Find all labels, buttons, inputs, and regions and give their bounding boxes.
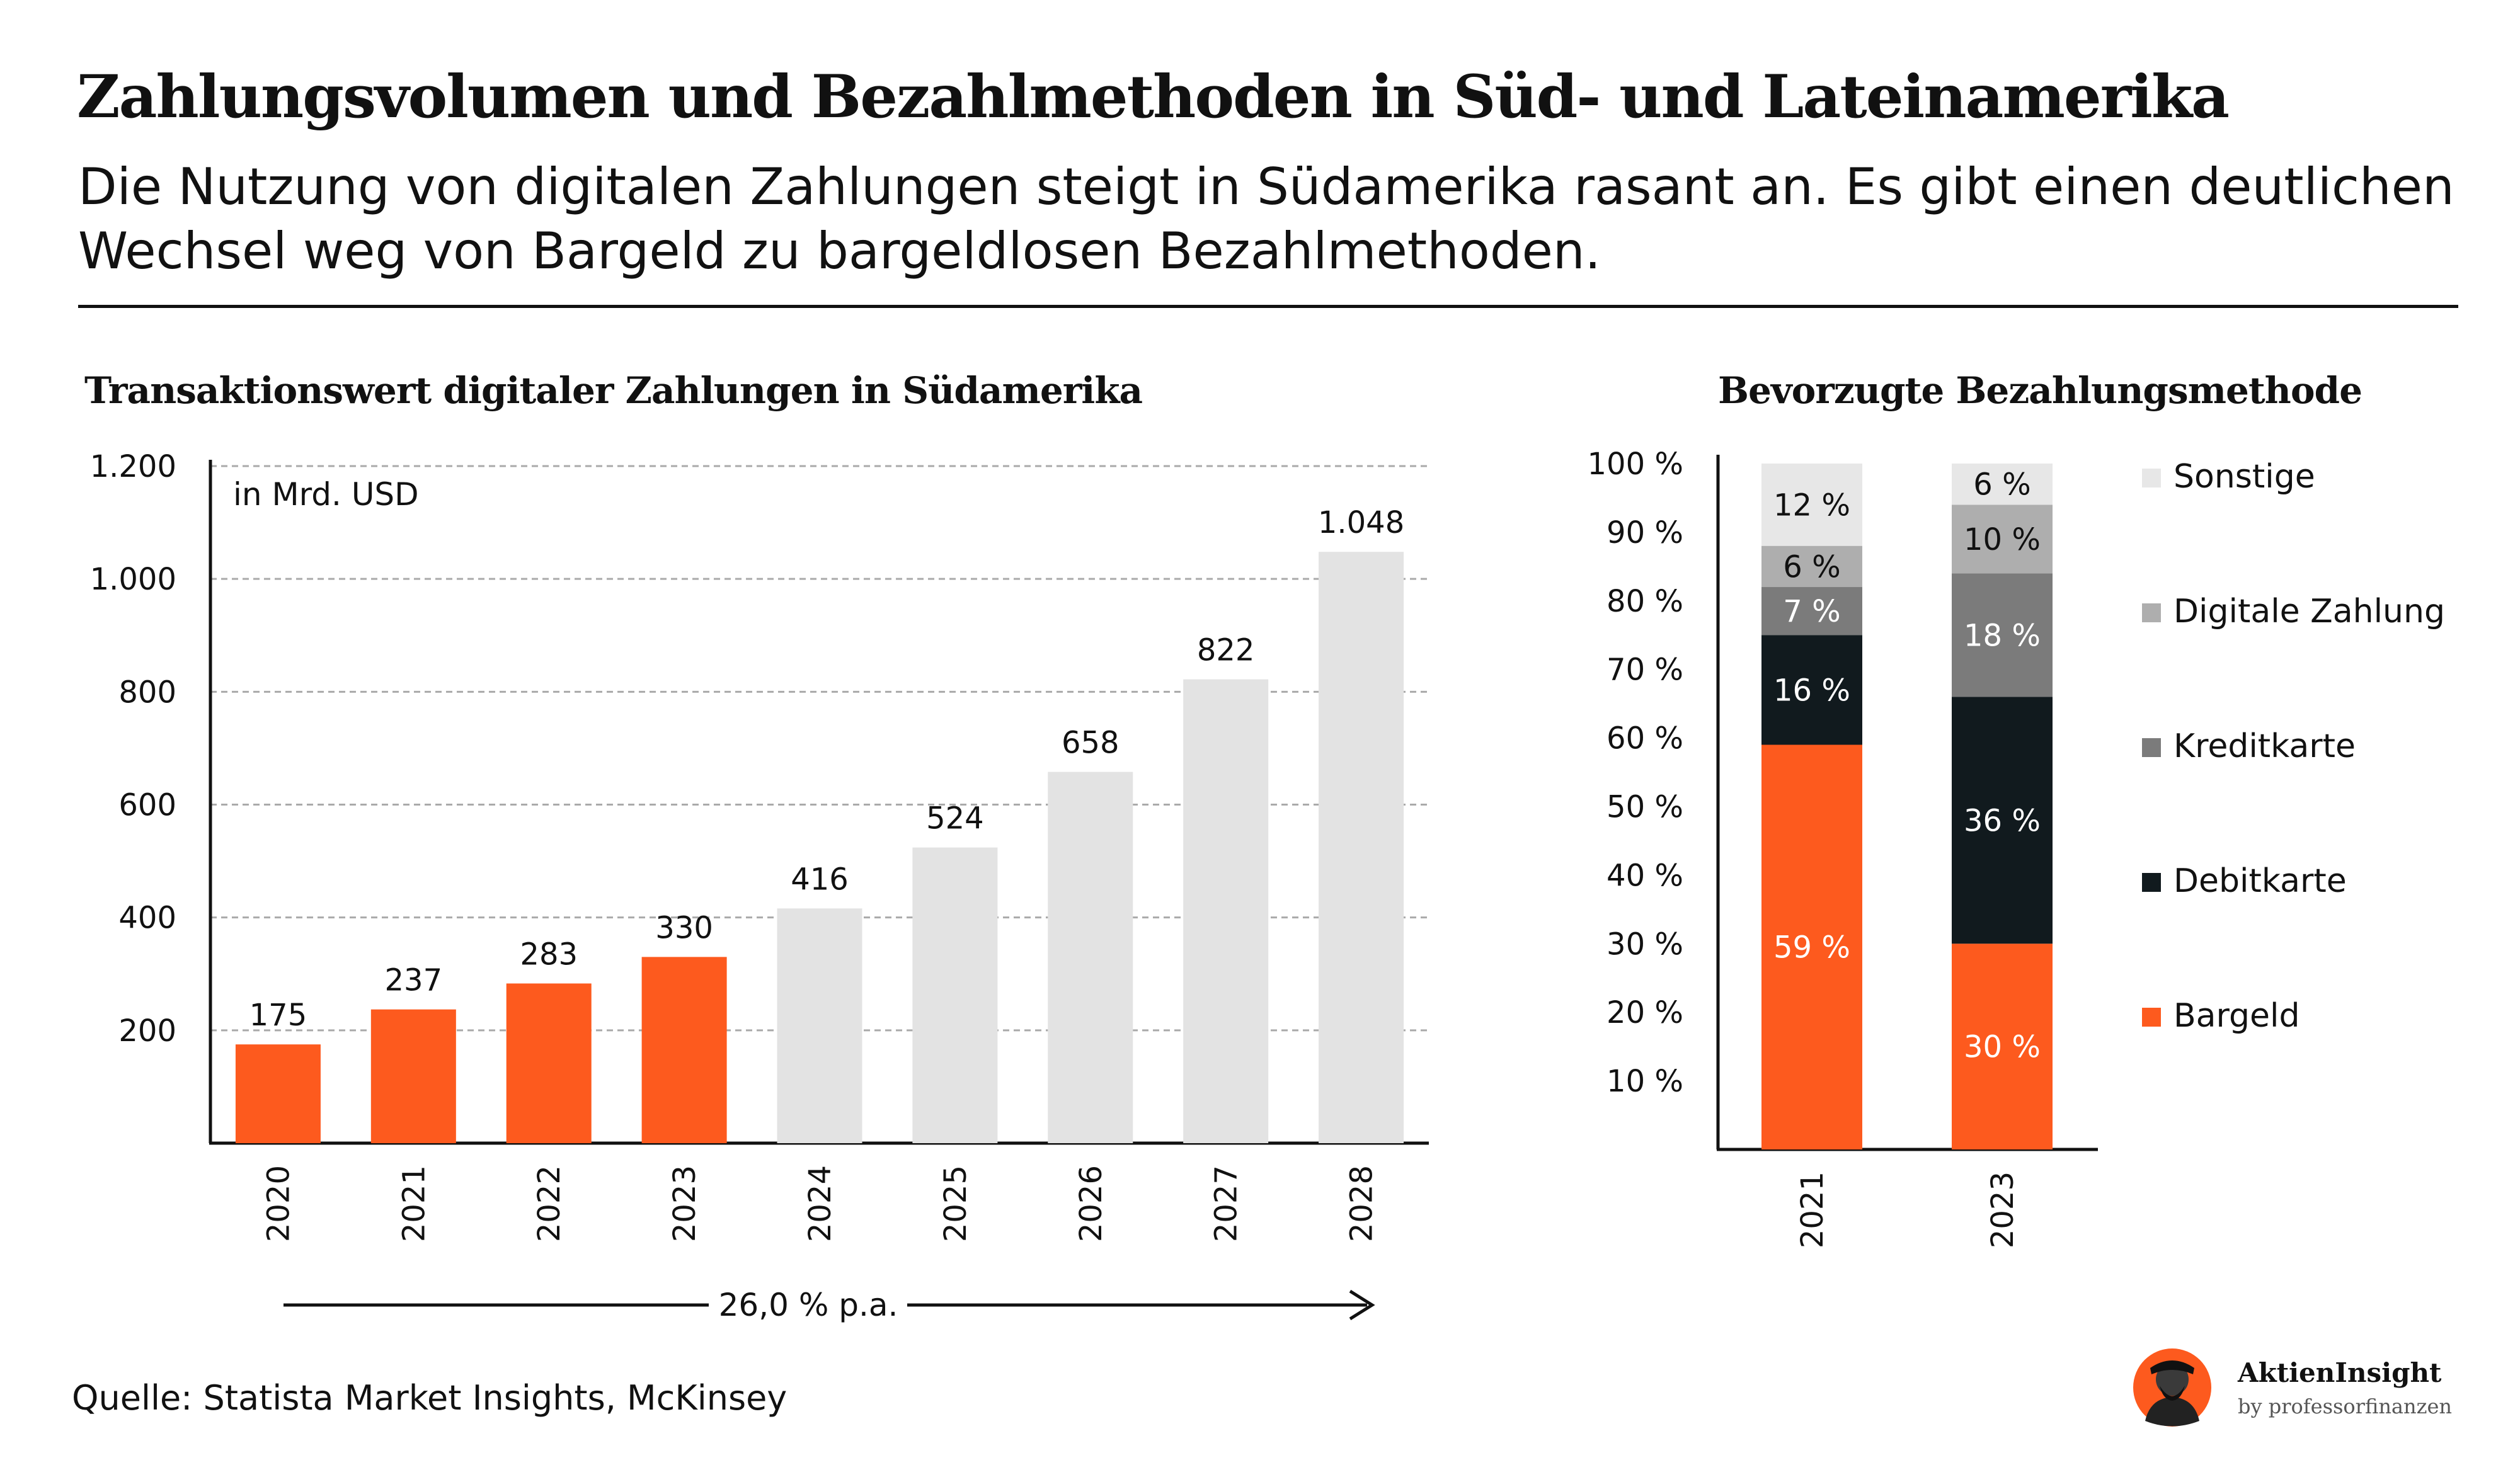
segment-digitale-zahlung-2021 — [1761, 545, 1862, 588]
x-tick-label: 2027 — [1209, 1165, 1244, 1242]
x-tick-label: 2024 — [803, 1165, 838, 1242]
segment-debitkarte-2023 — [1952, 697, 2053, 944]
unit-label: in Mrd. USD — [233, 476, 419, 513]
segment-bargeld-2021 — [1761, 744, 1862, 1149]
y-tick-label: 80 % — [1606, 584, 1683, 619]
y-tick-label: 400 — [118, 901, 176, 936]
segment-kreditkarte-2023 — [1952, 573, 2053, 697]
x-tick-label: 2023 — [667, 1165, 702, 1242]
y-tick-label: 50 % — [1606, 790, 1683, 825]
legend-swatch — [2142, 738, 2161, 757]
page-subtitle: Die Nutzung von digitalen Zahlungen stei… — [78, 157, 2454, 280]
bar-value-label: 658 — [1062, 726, 1120, 761]
segment-value-label: 18 % — [1964, 618, 2041, 653]
arrow-head-icon — [1349, 1289, 1375, 1321]
segment-value-label: 59 % — [1773, 930, 1850, 966]
bar-value-label: 283 — [520, 937, 578, 972]
x-tick-label: 2021 — [396, 1165, 432, 1242]
bar-value-label: 330 — [655, 910, 713, 945]
bar-2021 — [370, 1009, 456, 1143]
y-tick-label: 1.000 — [90, 562, 176, 597]
bar-value-label: 175 — [249, 998, 307, 1033]
x-tick-label: 2021 — [1795, 1171, 1830, 1248]
y-tick-label: 10 % — [1606, 1064, 1683, 1099]
bar-2028 — [1319, 552, 1404, 1143]
legend-swatch — [2142, 603, 2161, 622]
brand-subtitle: by professorfinanzen — [2238, 1394, 2453, 1418]
x-tick-label: 2020 — [261, 1165, 296, 1242]
segment-sonstige-2021 — [1761, 464, 1862, 546]
bar-2027 — [1183, 679, 1269, 1143]
segment-value-label: 16 % — [1773, 673, 1850, 708]
segment-debitkarte-2021 — [1761, 635, 1862, 745]
bar-value-label: 822 — [1197, 633, 1255, 668]
bar-2022 — [506, 983, 592, 1143]
segment-value-label: 6 % — [1783, 549, 1840, 584]
legend-swatch — [2142, 873, 2161, 892]
y-tick-label: 70 % — [1606, 653, 1683, 688]
y-tick-label: 600 — [118, 788, 176, 823]
segment-sonstige-2023 — [1952, 464, 2053, 505]
x-tick-label: 2023 — [1985, 1171, 2020, 1248]
bar-value-label: 1.048 — [1318, 505, 1404, 540]
segment-bargeld-2023 — [1952, 943, 2053, 1149]
segment-value-label: 7 % — [1783, 594, 1840, 629]
source-note: Quelle: Statista Market Insights, McKins… — [72, 1378, 788, 1418]
brand-avatar-icon — [2133, 1348, 2211, 1427]
segment-value-label: 6 % — [1973, 467, 2030, 503]
segment-value-label: 36 % — [1964, 803, 2041, 838]
bar-value-label: 416 — [791, 862, 849, 897]
bar-2023 — [641, 957, 727, 1143]
segment-value-label: 12 % — [1773, 487, 1850, 523]
legend-label: Kreditkarte — [2174, 727, 2356, 765]
bar-2020 — [235, 1044, 321, 1143]
legend-label: Bargeld — [2174, 997, 2300, 1035]
left-chart-title: Transaktionswert digitaler Zahlungen in … — [84, 369, 1143, 412]
bar-2026 — [1048, 772, 1133, 1143]
y-tick-label: 40 % — [1606, 858, 1683, 893]
y-tick-label: 20 % — [1606, 995, 1683, 1030]
segment-value-label: 30 % — [1964, 1030, 2041, 1065]
legend-swatch — [2142, 1008, 2161, 1027]
segment-value-label: 10 % — [1964, 522, 2041, 557]
segment-digitale-zahlung-2023 — [1952, 504, 2053, 574]
growth-rate-label: 26,0 % p.a. — [719, 1287, 898, 1323]
segment-kreditkarte-2021 — [1761, 587, 1862, 636]
payment-method-stacked-chart: 10 % 20 % 30 % 40 % 50 % 60 % 70 % 80 % 90 % 100 … — [1588, 447, 2445, 1248]
x-tick-label: 2025 — [938, 1165, 973, 1242]
x-tick-label: 2026 — [1074, 1165, 1109, 1242]
x-tick-label: 2028 — [1344, 1165, 1380, 1242]
bar-2025 — [912, 847, 998, 1143]
y-tick-label: 30 % — [1606, 926, 1683, 962]
legend-label: Digitale Zahlung — [2174, 593, 2445, 630]
y-tick-label: 100 % — [1588, 447, 1683, 482]
header-divider — [78, 305, 2458, 308]
bar-value-label: 524 — [926, 801, 984, 836]
brand-name: AktienInsight — [2238, 1357, 2442, 1388]
y-tick-label: 90 % — [1606, 515, 1683, 550]
y-tick-label: 1.200 — [90, 449, 176, 484]
x-tick-label: 2022 — [532, 1165, 567, 1242]
bar-2024 — [777, 908, 862, 1143]
page-title: Zahlungsvolumen und Bezahlmethoden in Sü… — [77, 62, 2230, 132]
legend-label: Sonstige — [2174, 458, 2315, 496]
y-tick-label: 800 — [118, 675, 176, 710]
y-tick-label: 60 % — [1606, 721, 1683, 756]
legend-label: Debitkarte — [2174, 862, 2347, 900]
legend-swatch — [2142, 469, 2161, 487]
bar-value-label: 237 — [385, 963, 443, 998]
transaction-value-bar-chart: 200 400 600 800 1.000 1.200 in Mrd. USD 175 2020… — [90, 449, 1429, 1323]
y-tick-label: 200 — [118, 1013, 176, 1049]
right-chart-title: Bevorzugte Bezahlungsmethode — [1718, 369, 2362, 412]
